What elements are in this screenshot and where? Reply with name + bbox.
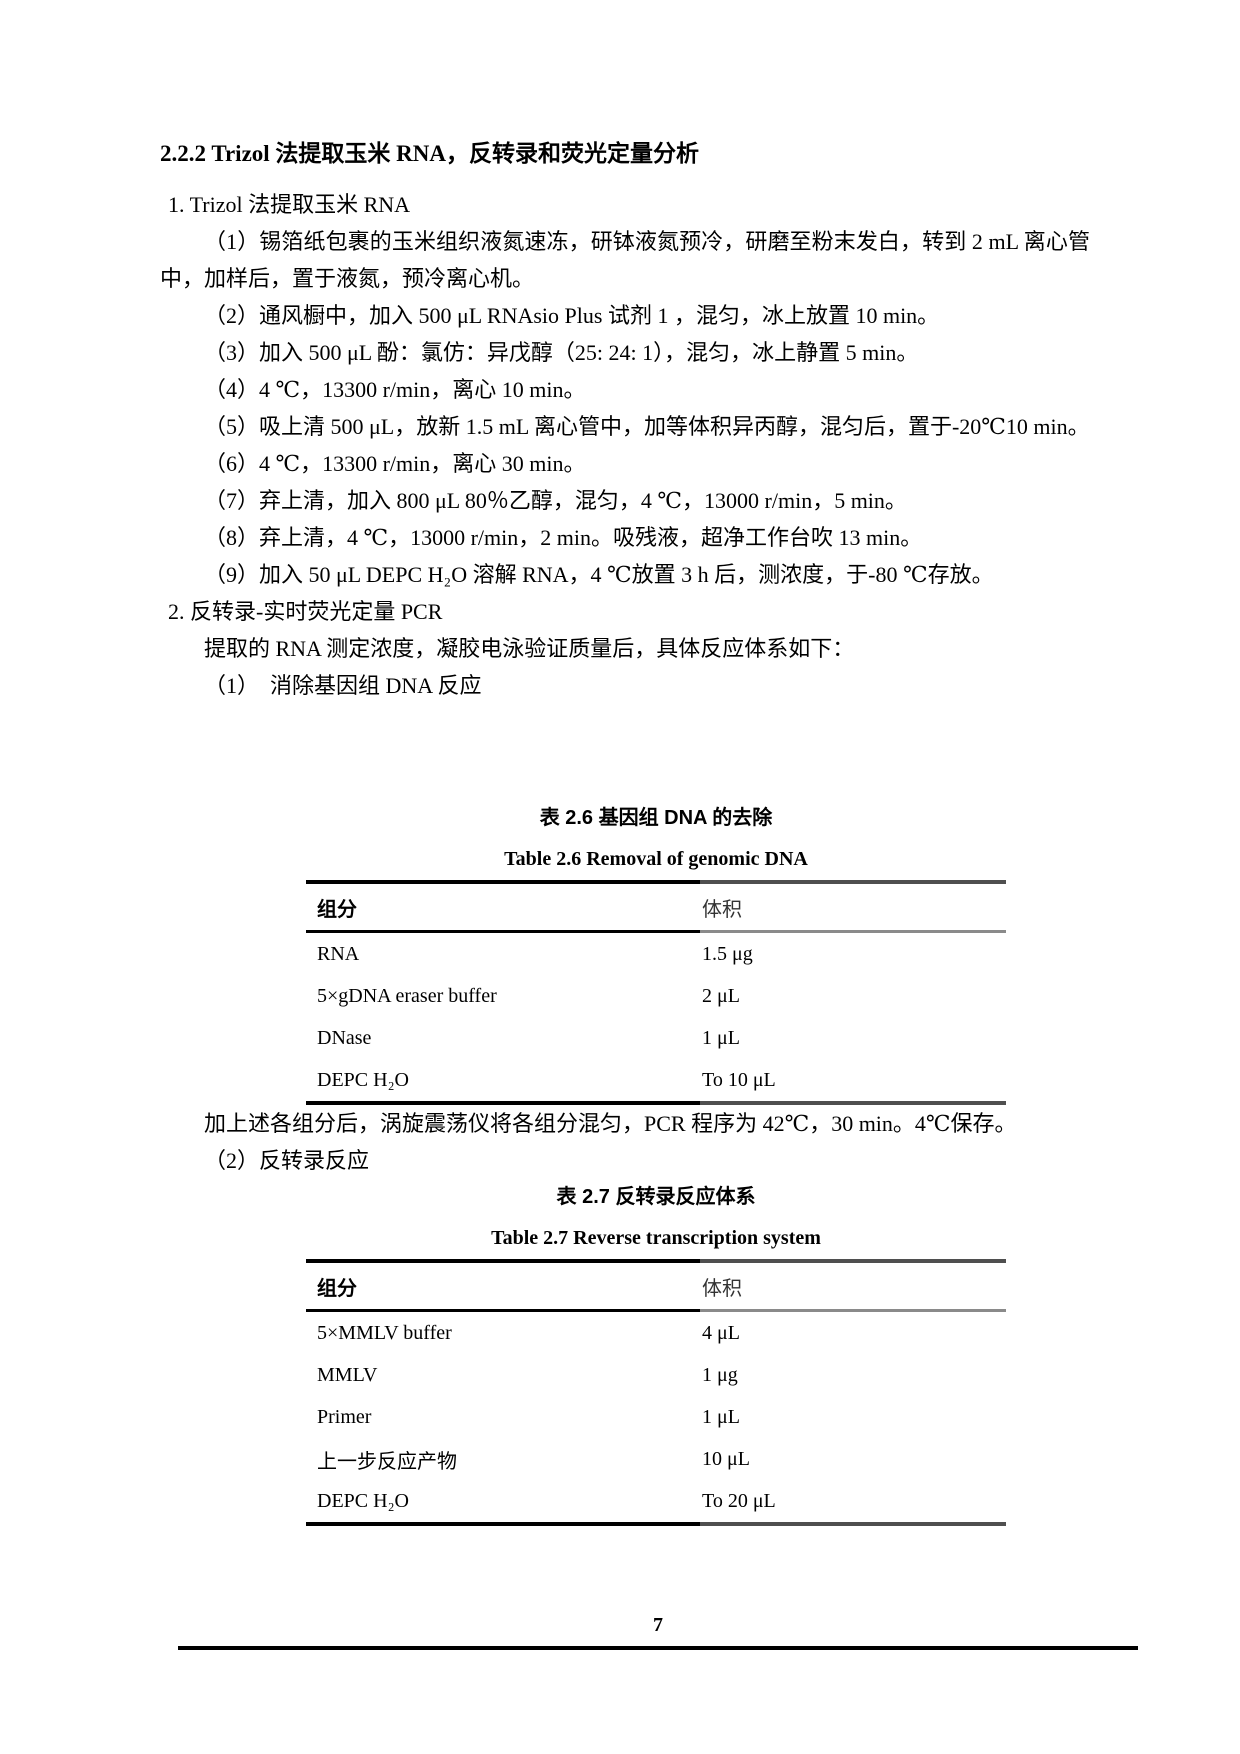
procedure-step-3: （3）加入 500 μL 酚：氯仿：异戊醇（25: 24: 1），混匀，冰上静置… bbox=[204, 340, 919, 365]
procedure-step-4: （4）4 ℃，13300 r/min，离心 10 min。 bbox=[204, 377, 586, 402]
table-row: 5×gDNA eraser buffer 2 μL bbox=[306, 975, 1006, 1017]
table-cell-component: 5×gDNA eraser buffer bbox=[317, 984, 497, 1007]
table-2-7-header-row: 组分 体积 bbox=[306, 1263, 1006, 1309]
table-row: RNA 1.5 μg bbox=[306, 933, 1006, 975]
table-row: 5×MMLV buffer 4 μL bbox=[306, 1312, 1006, 1354]
table-2-7-header-rule bbox=[306, 1309, 1006, 1312]
table-cell-component: DEPC H₂O bbox=[317, 1068, 409, 1091]
table-2-6-bottom-rule bbox=[306, 1101, 1006, 1105]
table-cell-component: Primer bbox=[317, 1405, 372, 1428]
table-row: DEPC H₂O To 10 μL bbox=[306, 1059, 1006, 1101]
table-2-6-header-rule bbox=[306, 930, 1006, 933]
section-heading: 2.2.2 Trizol 法提取玉米 RNA，反转录和荧光定量分析 bbox=[160, 141, 699, 166]
table-row: MMLV 1 μg bbox=[306, 1354, 1006, 1396]
table-cell-volume: 1 μL bbox=[702, 1405, 740, 1428]
table-2-6-header-row: 组分 体积 bbox=[306, 884, 1006, 930]
table-2-7-bottom-rule bbox=[306, 1522, 1006, 1526]
table-2-6-caption-en: Table 2.6 Removal of genomic DNA bbox=[504, 848, 808, 870]
procedure-step-2: （2）通风橱中，加入 500 μL RNAsio Plus 试剂 1 ，混匀，冰… bbox=[204, 303, 940, 328]
table-cell-volume: To 10 μL bbox=[702, 1068, 776, 1091]
table-2-7: 表 2.7 反转录反应体系 Table 2.7 Reverse transcri… bbox=[306, 1183, 1006, 1526]
table-2-7-caption-zh: 表 2.7 反转录反应体系 bbox=[556, 1186, 756, 1208]
table-row: Primer 1 μL bbox=[306, 1396, 1006, 1438]
table-cell-component: 5×MMLV buffer bbox=[317, 1321, 452, 1344]
procedure-step-1: （1）锡箔纸包裹的玉米组织液氮速冻，研钵液氮预冷，研磨至粉末发白，转到 2 mL… bbox=[160, 229, 1090, 291]
table-header-volume: 体积 bbox=[702, 898, 742, 921]
footer-rule bbox=[178, 1646, 1138, 1650]
subsection-1-title: 1. Trizol 法提取玉米 RNA bbox=[168, 192, 411, 217]
after-table-2-6-note: 加上述各组分后，涡旋震荡仪将各组分混匀，PCR 程序为 42℃，30 min。4… bbox=[204, 1111, 1017, 1136]
table-2-6-top-rule bbox=[306, 880, 1006, 884]
page-content: 2.2.2 Trizol 法提取玉米 RNA，反转录和荧光定量分析 1. Tri… bbox=[160, 140, 1090, 1526]
table-cell-volume: 2 μL bbox=[702, 984, 740, 1007]
table-header-component: 组分 bbox=[317, 898, 357, 921]
table-2-7-caption-en: Table 2.7 Reverse transcription system bbox=[491, 1227, 821, 1249]
section2-item-1: （1） 消除基因组 DNA 反应 bbox=[204, 673, 482, 698]
table-2-6-caption-zh: 表 2.6 基因组 DNA 的去除 bbox=[539, 807, 773, 829]
procedure-step-7: （7）弃上清，加入 800 μL 80％乙醇，混匀，4 ℃，13000 r/mi… bbox=[204, 488, 907, 513]
procedure-step-6: （6）4 ℃，13300 r/min，离心 30 min。 bbox=[204, 451, 586, 476]
table-cell-volume: To 20 μL bbox=[702, 1489, 776, 1512]
table-header-volume: 体积 bbox=[702, 1277, 742, 1300]
table-row: DEPC H₂O To 20 μL bbox=[306, 1480, 1006, 1522]
table-cell-component: DNase bbox=[317, 1026, 372, 1049]
subsection-2-title: 2. 反转录-实时荧光定量 PCR bbox=[168, 599, 443, 624]
table-cell-component: DEPC H₂O bbox=[317, 1489, 409, 1512]
section2-intro: 提取的 RNA 测定浓度，凝胶电泳验证质量后，具体反应体系如下： bbox=[204, 636, 855, 661]
procedure-step-5: （5）吸上清 500 μL，放新 1.5 mL 离心管中，加等体积异丙醇，混匀后… bbox=[204, 414, 1090, 439]
table-cell-component: 上一步反应产物 bbox=[317, 1450, 457, 1473]
table-cell-volume: 1 μL bbox=[702, 1026, 740, 1049]
table-cell-volume: 10 μL bbox=[702, 1447, 750, 1470]
table-cell-component: RNA bbox=[317, 942, 360, 965]
table-row: DNase 1 μL bbox=[306, 1017, 1006, 1059]
table-cell-volume: 1.5 μg bbox=[702, 942, 753, 965]
table-cell-volume: 1 μg bbox=[702, 1363, 738, 1386]
table-row: 上一步反应产物 10 μL bbox=[306, 1438, 1006, 1480]
table-2-6: 表 2.6 基因组 DNA 的去除 Table 2.6 Removal of g… bbox=[306, 804, 1006, 1105]
table-2-7-top-rule bbox=[306, 1259, 1006, 1263]
procedure-step-9: （9）加入 50 μL DEPC H₂O 溶解 RNA，4 ℃放置 3 h 后，… bbox=[204, 562, 994, 587]
table-header-component: 组分 bbox=[317, 1277, 357, 1300]
section2-item-2: （2）反转录反应 bbox=[204, 1148, 370, 1173]
table-cell-volume: 4 μL bbox=[702, 1321, 740, 1344]
page-number: 7 bbox=[653, 1614, 663, 1636]
procedure-step-8: （8）弃上清，4 ℃，13000 r/min，2 min。吸残液，超净工作台吹 … bbox=[204, 525, 923, 550]
table-cell-component: MMLV bbox=[317, 1363, 378, 1386]
